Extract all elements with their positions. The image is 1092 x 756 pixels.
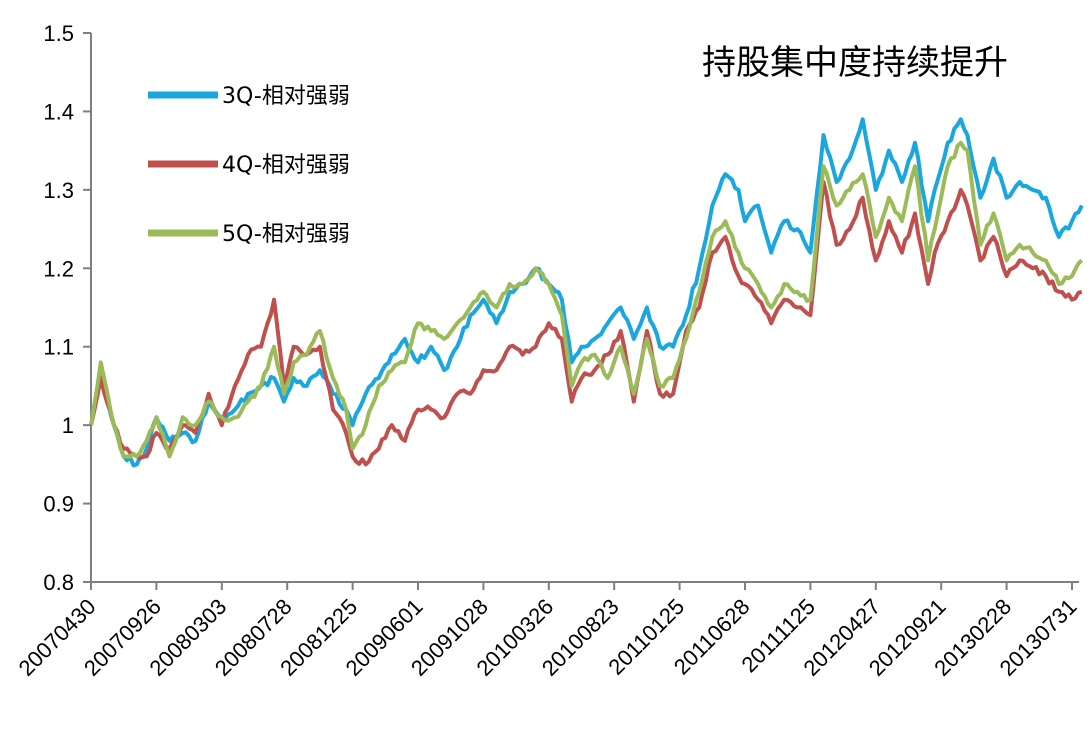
axes bbox=[90, 33, 1079, 583]
chart-title: 持股集中度持续提升 bbox=[702, 43, 1008, 83]
y-tick-label: 1.3 bbox=[43, 178, 74, 203]
y-tick-label: 1.2 bbox=[43, 256, 74, 281]
y-tick-label: 1.4 bbox=[43, 99, 74, 124]
legend: 3Q-相对强弱 4Q-相对强弱 5Q-相对强弱 bbox=[148, 84, 350, 247]
legend-label: 3Q-相对强弱 bbox=[222, 84, 350, 109]
series-layer bbox=[89, 117, 1084, 468]
series-line-4q bbox=[89, 180, 1083, 467]
y-tick-label: 0.8 bbox=[43, 570, 74, 595]
y-tick-label: 0.9 bbox=[43, 492, 74, 517]
legend-label: 5Q-相对强弱 bbox=[222, 222, 350, 247]
y-axis-ticks: 0.8 0.9 1 1.1 1.2 1.3 1.4 1.5 bbox=[43, 21, 91, 595]
x-axis-ticks: 2007043020070926200803032008072820081225… bbox=[14, 582, 1082, 681]
y-tick-label: 1.5 bbox=[43, 21, 74, 46]
legend-label: 4Q-相对强弱 bbox=[222, 153, 350, 178]
y-tick-label: 1.1 bbox=[43, 335, 74, 360]
y-tick-label: 1 bbox=[62, 413, 74, 438]
series-line-5q bbox=[89, 140, 1084, 459]
